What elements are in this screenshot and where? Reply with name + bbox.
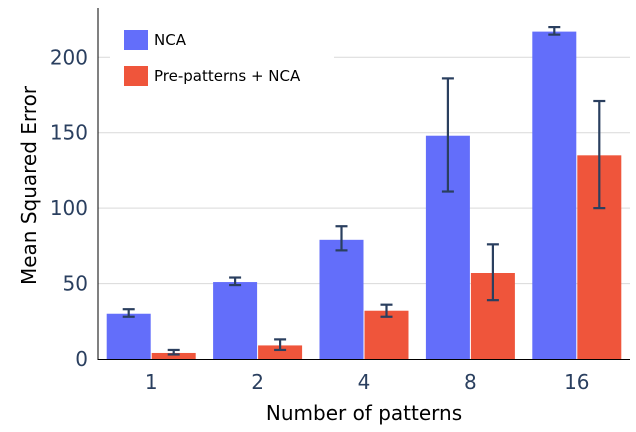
error-bar [122,308,135,318]
y-tick-label: 0 [75,347,88,371]
error-bar [274,338,287,352]
error-bar [441,77,454,193]
y-tick-label: 200 [50,45,88,69]
error-bar [229,276,242,287]
legend-label: NCA [154,31,187,49]
y-tick-label: 50 [63,272,88,296]
error-bars [122,25,606,356]
bar [258,345,303,359]
legend-label: Pre-patterns + NCA [154,67,301,85]
x-axis-title: Number of patterns [266,401,462,425]
axes [97,8,630,360]
bar [213,282,258,359]
x-tick-label: 4 [358,370,371,394]
bar [319,239,364,359]
legend-background [110,16,334,100]
bar [106,313,151,359]
x-tick-label: 2 [251,370,264,394]
error-bar [167,348,180,356]
y-tick-label: 150 [50,121,88,145]
y-tick-label: 100 [50,196,88,220]
legend-swatch [124,30,148,50]
bar [151,352,196,359]
bars [106,31,622,360]
y-tick-labels: 0 50 100 150 200 [50,45,88,371]
x-tick-label: 16 [564,370,589,394]
error-bar [593,99,606,210]
x-tick-label: 1 [145,370,158,394]
x-tick-labels: 1 2 4 8 16 [145,370,590,394]
error-bar [548,25,561,36]
error-bar [486,243,499,302]
y-axis-title: Mean Squared Error [17,85,41,285]
error-bar [380,303,393,318]
legend-swatch [124,66,148,86]
bar [364,310,409,359]
x-tick-label: 8 [464,370,477,394]
legend: NCA Pre-patterns + NCA [110,16,334,100]
error-bar [335,225,348,252]
bar [532,31,577,360]
